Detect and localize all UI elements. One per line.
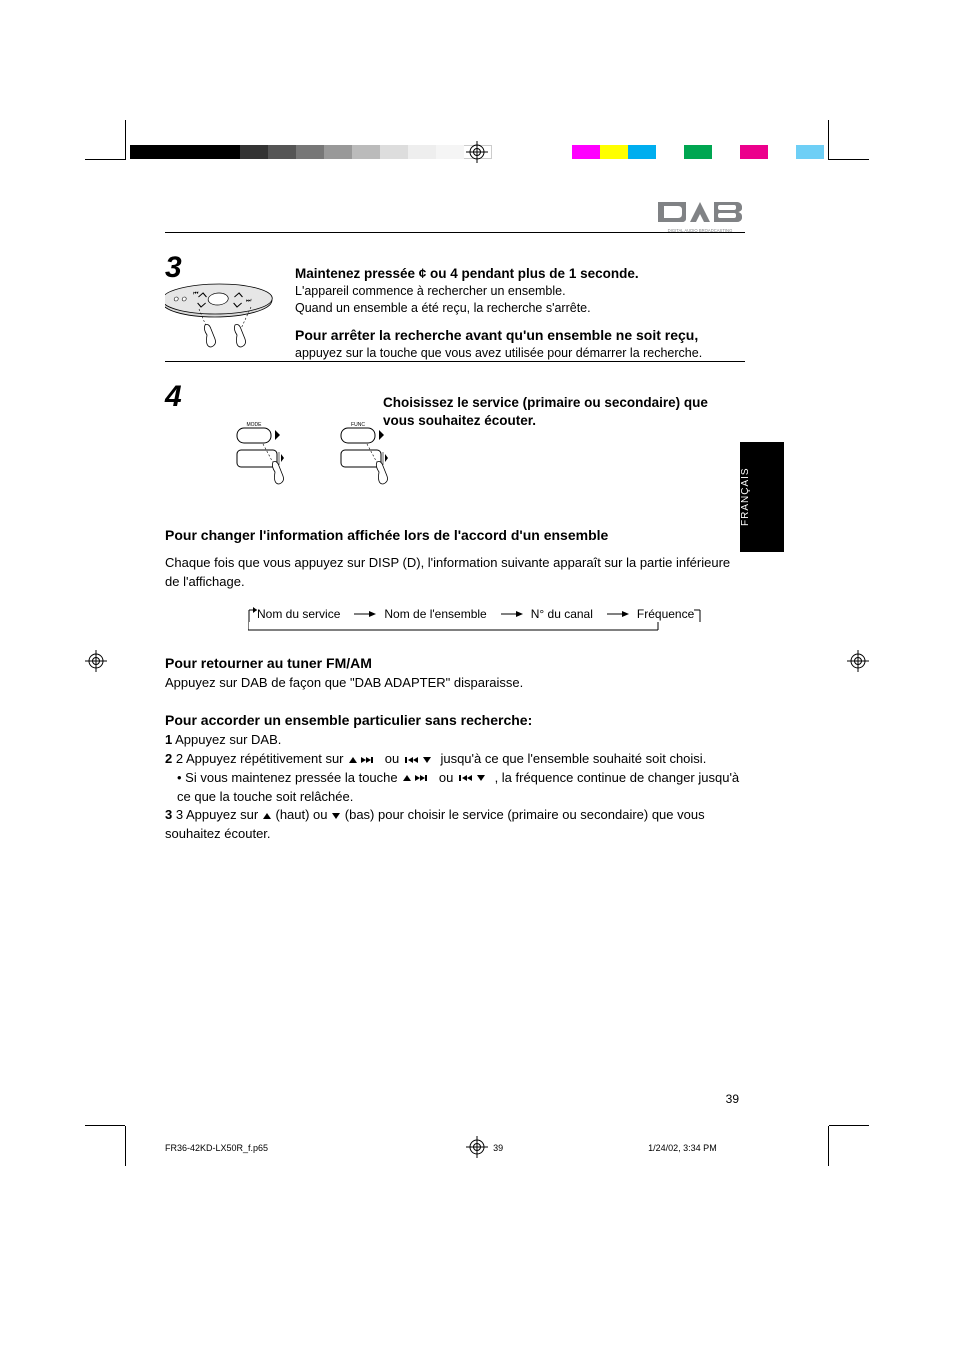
cycle-item: N° du canal [531,607,593,621]
footer-filename: FR36-42KD-LX50R_f.p65 [165,1143,268,1153]
crop-mark [85,1125,125,1126]
noscan-line2c: jusqu'à ce que l'ensemble souhaité soit … [440,751,706,766]
func-label: FUNC [351,422,365,428]
crosshair-icon [847,650,869,677]
step-3-stop-body: appuyez sur la touche que vous avez util… [295,346,702,360]
display-cycle-diagram: Nom du service Nom de l'ensemble N° du c… [241,606,745,634]
cycle-item: Fréquence [637,607,694,621]
crosshair-icon [85,650,107,677]
step-3-stop: Pour arrêter la recherche avant qu'un en… [295,327,698,343]
finger-press-icon [272,462,283,485]
page-content: 3 ⏮ ⏭ [165,232,745,844]
crosshair-icon [466,141,488,168]
prev-down-icon [457,773,491,783]
step-4-block: 4 Choisissez le service (primaire ou sec… [165,380,745,520]
step-3-sub1: L'appareil commence à rechercher un ense… [295,283,735,301]
control-panel-illustration: ⏮ ⏭ [165,279,287,362]
up-triangle-icon [262,811,272,821]
noscan-line4b: (haut) ou [275,807,331,822]
noscan-line4a: 3 Appuyez sur [176,807,262,822]
color-swatches [572,145,824,159]
crop-mark [828,120,829,160]
noscan-line3a: • Si vous maintenez pressée la touche [177,770,401,785]
step-3-text: Maintenez pressée ¢ ou 4 pendant plus de… [295,265,735,283]
crop-mark [85,159,125,160]
cycle-item: Nom du service [257,607,340,621]
down-triangle-icon [331,811,341,821]
language-tab: FRANÇAIS [740,442,784,552]
divider [165,232,745,233]
prev-down-icon [403,755,437,765]
noscan-line1: Appuyez sur DAB. [175,732,281,747]
noscan-line2b: ou [385,751,403,766]
crop-mark [829,1125,869,1126]
cycle-item: Nom de l'ensemble [384,607,486,621]
section-change-body: Chaque fois que vous appuyez sur DISP (D… [165,554,745,592]
crop-mark [828,1126,829,1166]
step-3-block: 3 ⏮ ⏭ [165,251,745,361]
noscan-line3b: ou [439,770,457,785]
crop-mark [829,159,869,160]
up-next-icon [401,773,435,783]
mode-label: MODE [247,422,263,428]
dab-logo: DIGITAL AUDIO BROADCASTING [656,200,744,234]
footer-timestamp: 1/24/02, 3:34 PM [648,1143,717,1153]
noscan-line2a: 2 Appuyez répétitivement sur [176,751,347,766]
footer-meta: FR36-42KD-LX50R_f.p65 39 1/24/02, 3:34 P… [165,1143,717,1153]
printer-registration-strip [130,145,824,173]
up-next-icon [347,755,381,765]
step-4-text: Choisissez le service (primaire ou secon… [383,394,733,430]
section-fm-title: Pour retourner au tuner FM/AM [165,654,745,672]
finger-press-icon [376,462,387,485]
step-3-sub2: Quand un ensemble a été reçu, la recherc… [295,300,735,318]
crop-mark [125,1126,126,1166]
crop-mark [125,120,126,160]
section-fm-body: Appuyez sur DAB de façon que "DAB ADAPTE… [165,674,745,693]
section-noscan-title: Pour accorder un ensemble particulier sa… [165,711,745,729]
page-number: 39 [726,1092,739,1106]
grayscale-swatches [130,145,492,159]
finger-press-icon [204,325,245,348]
footer-pagenum: 39 [493,1143,503,1153]
